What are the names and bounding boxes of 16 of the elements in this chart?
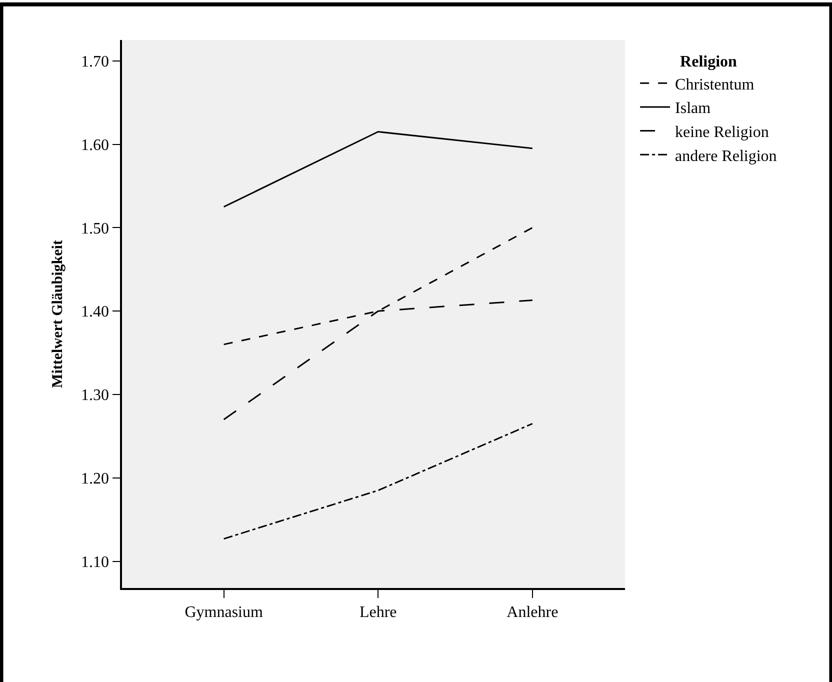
legend-title: Religion — [680, 53, 738, 70]
y-tick-label: 1.70 — [81, 53, 110, 70]
legend-label: Christentum — [675, 76, 755, 94]
y-axis-title: Mittelwert Gläubigkeit — [50, 240, 66, 388]
x-tick-label: Gymnasium — [184, 604, 264, 621]
y-tick-label: 1.40 — [81, 304, 110, 321]
y-tick-label: 1.50 — [81, 220, 110, 238]
legend-label: keine Religion — [675, 124, 769, 142]
y-tick-label: 1.30 — [81, 387, 110, 404]
legend-label: Islam — [675, 100, 712, 118]
y-tick-label: 1.20 — [81, 470, 110, 488]
y-tick-label: 1.60 — [81, 136, 110, 154]
x-tick-label: Lehre — [359, 604, 397, 621]
y-tick-label: 1.10 — [81, 554, 110, 571]
legend-label: andere Religion — [675, 148, 777, 165]
x-tick-label: Anlehre — [506, 604, 558, 621]
